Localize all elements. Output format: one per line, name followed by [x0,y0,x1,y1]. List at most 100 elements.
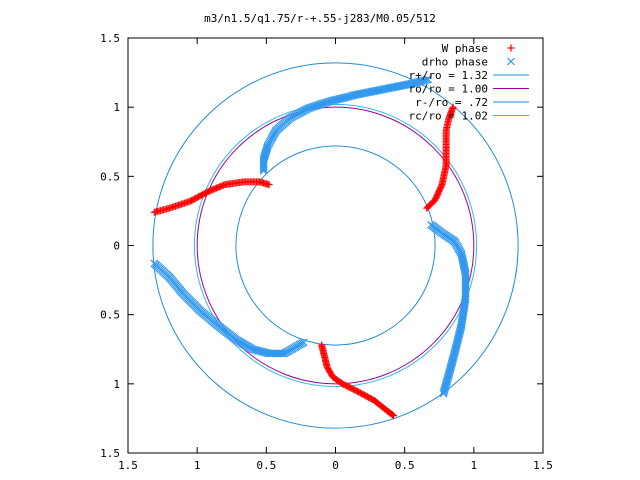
y-tick-label: 0 [113,240,120,253]
drho-phase-point [410,78,419,87]
drho-phase-point [407,79,416,88]
drho-phase-point [364,88,373,97]
drho-phase-point [418,77,427,85]
drho-phase-point [356,89,365,98]
w-phase-point [390,412,398,420]
x-tick-label: 0.5 [395,459,415,472]
drho-phase-point [299,338,308,347]
drho-phase-point [419,76,428,85]
drho-phase-point [507,57,515,66]
drho-phase-point [424,75,433,84]
y-tick-label: 1 [113,101,120,114]
y-tick-label: 1 [113,378,120,391]
drho-phase-point [370,87,379,95]
drho-phase-point [375,86,384,95]
drho-phase-point [447,361,456,370]
circle-2 [235,145,436,346]
drho-phase-series [150,75,470,398]
drho-phase-point [376,85,385,94]
w-phase-series [150,103,457,420]
drho-phase-point [447,359,456,368]
drho-phase-point [369,87,378,96]
circle-0 [152,62,519,429]
drho-phase-point [449,353,458,362]
drho-phase-point [449,352,458,361]
x-tick-label: 1.5 [533,459,553,472]
drho-phase-point [450,349,459,358]
drho-phase-point [439,388,448,396]
drho-phase-point [448,356,457,365]
circle-3 [193,103,478,388]
y-tick-label: 0.5 [100,309,120,322]
w-phase-point [265,181,273,189]
w-phase-point [388,411,396,419]
drho-phase-point [259,347,267,356]
legend-label: rc/ro = 1.02 [409,110,488,123]
legend-label: W phase [442,42,488,55]
x-tick-label: 1 [194,459,201,472]
drho-phase-point [446,365,455,374]
legend-label: drho phase [422,56,488,69]
drho-phase-point [422,75,431,84]
drho-phase-point [384,84,393,93]
drho-phase-point [398,81,407,90]
drho-phase-point [254,346,263,355]
drho-phase-point [278,349,287,358]
drho-phase-point [399,81,408,90]
reference-circles [152,62,519,429]
drho-phase-point [445,368,454,377]
drho-phase-point [450,350,458,359]
axis-ticks: 1.5 1 0.5 0 0.5 1 1.51.510.500.511.5 [100,32,553,472]
drho-phase-point [439,389,448,398]
drho-phase-point [387,83,396,92]
drho-phase-point [355,90,364,99]
drho-phase-point [383,84,391,93]
y-tick-label: 1.5 [100,447,120,460]
chart-title: m3/n1.5/q1.75/r-+.55-j283/M0.05/512 [204,12,436,25]
drho-phase-point [395,82,404,91]
drho-phase-point [446,362,455,371]
drho-phase-point [257,347,266,356]
x-tick-label: 0 [332,459,339,472]
drho-phase-point [406,80,414,88]
drho-phase-point [350,91,359,100]
drho-phase-point [372,86,381,95]
phase-series [150,75,470,420]
drho-phase-point [251,346,260,354]
drho-phase-point [386,84,394,92]
drho-phase-point [396,81,405,90]
drho-phase-point [260,348,269,357]
drho-phase-point [390,83,399,91]
drho-phase-point [360,89,368,98]
y-tick-label: 1.5 [100,32,120,45]
drho-phase-point [248,345,257,354]
y-tick-label: 0.5 [100,170,120,183]
drho-phase-point [416,77,425,86]
drho-phase-point [389,83,398,92]
drho-phase-point [392,82,401,91]
drho-phase-point [366,88,375,96]
circle-1 [196,106,475,385]
drho-phase-point [457,320,466,329]
drho-phase-point [253,346,261,355]
drho-phase-point [421,76,430,85]
drho-phase-point [256,347,264,356]
drho-phase-point [413,78,422,87]
drho-phase-point [448,355,457,364]
x-tick-label: 1.5 [118,459,138,472]
w-phase-point [507,44,515,52]
drho-phase-point [393,82,402,91]
drho-phase-point [361,88,370,97]
drho-phase-point [448,358,457,367]
drho-phase-point [353,90,362,99]
drho-phase-point [358,89,367,98]
drho-phase-point [379,85,388,94]
drho-phase-point [262,144,271,153]
drho-phase-point [401,80,410,89]
drho-phase-point [445,367,454,376]
x-tick-label: 1 [471,459,478,472]
drho-phase-point [363,88,371,97]
drho-phase-point [373,86,382,95]
legend-label: ro/ro = 1.00 [409,83,488,96]
